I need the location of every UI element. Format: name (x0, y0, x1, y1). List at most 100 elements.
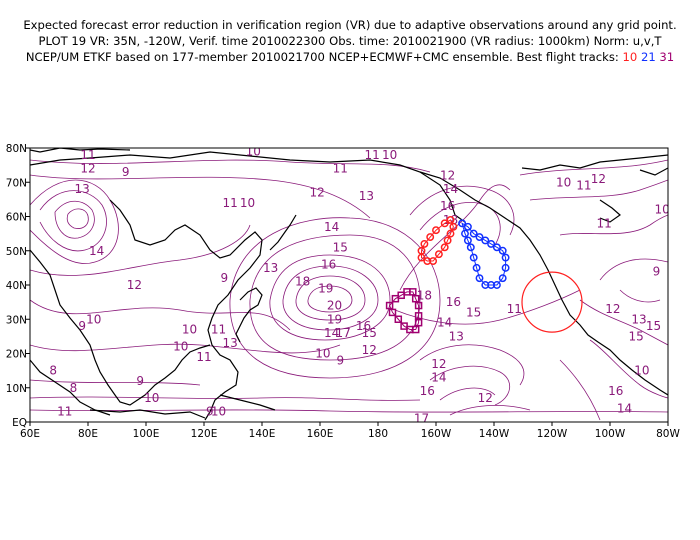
contour-label: 10 (315, 347, 330, 361)
lat-tick-label: EQ (12, 417, 27, 429)
contour-label: 9 (336, 353, 344, 367)
contour-label: 10 (246, 144, 261, 158)
contour-label: 14 (431, 370, 446, 384)
flight-track-marker (469, 229, 478, 238)
lon-tick-label: 100E (133, 428, 160, 440)
lon-tick-label: 100W (595, 428, 626, 440)
contour-label: 15 (466, 305, 481, 319)
flight-track-marker (461, 229, 469, 238)
flight-track-marker (388, 308, 397, 317)
contour-label: 10 (655, 203, 670, 217)
contour-label: 11 (576, 179, 591, 193)
contour-label: 9 (122, 165, 130, 179)
contour-label: 10 (182, 323, 197, 337)
flight-track-marker (463, 236, 472, 245)
flight-track-marker (426, 233, 435, 242)
flight-track-marker (440, 219, 449, 228)
plot-title-line-3-text: NCEP/UM ETKF based on 177-member 2010021… (25, 50, 619, 64)
contour-label: 12 (309, 186, 324, 200)
lon-tick-label: 140W (479, 428, 510, 440)
contour-label: 18 (417, 288, 432, 302)
flight-track-marker (458, 219, 467, 228)
contour-label: 11 (222, 196, 237, 210)
verification-region-circle (521, 271, 583, 333)
contour-label: 8 (49, 364, 57, 378)
contour-label: 9 (78, 319, 86, 333)
contour-label: 12 (362, 343, 377, 357)
lat-tick-label: 20N (6, 349, 27, 361)
flight-track-marker (487, 239, 496, 248)
contour-label: 15 (362, 326, 377, 340)
flight-track-marker (429, 257, 438, 265)
longitude-axis: 60E 80E 100E 120E 140E 160E 180 160W 140W 120W 100… (20, 422, 680, 440)
contour-label: 16 (440, 199, 455, 213)
flight-track-marker (475, 233, 484, 242)
lat-tick-label: 30N (6, 314, 27, 326)
contour-label: 13 (222, 336, 237, 350)
lon-tick-label: 120E (191, 428, 218, 440)
contour-label: 10 (240, 196, 255, 210)
contour-label: 14 (324, 326, 339, 340)
contour-label: 14 (443, 182, 458, 196)
track-legend-21: 21 (640, 50, 656, 64)
lat-tick-label: 10N (6, 383, 27, 395)
lon-tick-label: 160W (421, 428, 452, 440)
contour-label: 9 (220, 271, 228, 285)
contour-label: 15 (333, 240, 348, 254)
contour-label: 14 (437, 316, 452, 330)
contour-label: 17 (336, 326, 351, 340)
map-frame (29, 147, 669, 423)
flight-track-marker (400, 322, 408, 330)
contour-label: 12 (80, 162, 95, 176)
contour-label: 11 (333, 162, 348, 176)
contour-label: 11 (507, 302, 522, 316)
lon-tick-label: 80W (656, 428, 680, 440)
contour-label: 11 (80, 148, 95, 162)
flight-track-marker (385, 301, 394, 310)
flight-track-marker (481, 236, 490, 245)
flight-track-marker (414, 318, 423, 327)
lon-tick-label: 180 (368, 428, 388, 440)
flight-track-21 (458, 219, 510, 289)
contour-label: 11 (57, 405, 72, 419)
flight-track-marker (463, 222, 472, 231)
flight-track-marker (498, 246, 507, 255)
flight-track-marker (501, 263, 510, 272)
flight-track-marker (409, 288, 417, 296)
flight-track-marker (481, 281, 490, 289)
flight-track-marker (469, 253, 478, 262)
contour-label: 14 (617, 401, 632, 415)
contour-label: 18 (295, 275, 310, 289)
flight-track-marker (440, 243, 449, 252)
contour-label: 9 (136, 374, 144, 388)
flight-track-marker (411, 294, 420, 303)
contour-label: 13 (449, 329, 464, 343)
contour-label: 13 (359, 189, 374, 203)
flight-track-marker (446, 215, 455, 224)
lon-tick-label: 160E (307, 428, 334, 440)
flight-track-marker (443, 236, 452, 245)
track-legend-31: 31 (659, 50, 675, 64)
flight-track-marker (391, 294, 400, 303)
contour-label: 9 (653, 264, 661, 278)
lat-tick-label: 40N (6, 280, 27, 292)
contour-label: 12 (591, 172, 606, 186)
contour-label: 12 (478, 391, 493, 405)
flight-track-marker (498, 274, 507, 283)
lon-tick-label: 140E (249, 428, 276, 440)
flight-track-marker (466, 243, 475, 252)
contour-label: 16 (446, 295, 461, 309)
flight-track-marker (449, 222, 458, 231)
contour-label: 16 (321, 257, 336, 271)
contour-label: 10 (634, 364, 649, 378)
contour-label: 12 (440, 168, 455, 182)
flight-track-marker (472, 263, 481, 272)
contour-label: 20 (327, 299, 342, 313)
contour-label: 10 (173, 340, 188, 354)
flight-track-10 (417, 215, 458, 265)
contour-label: 15 (646, 319, 661, 333)
track-legend-10: 10 (622, 50, 638, 64)
